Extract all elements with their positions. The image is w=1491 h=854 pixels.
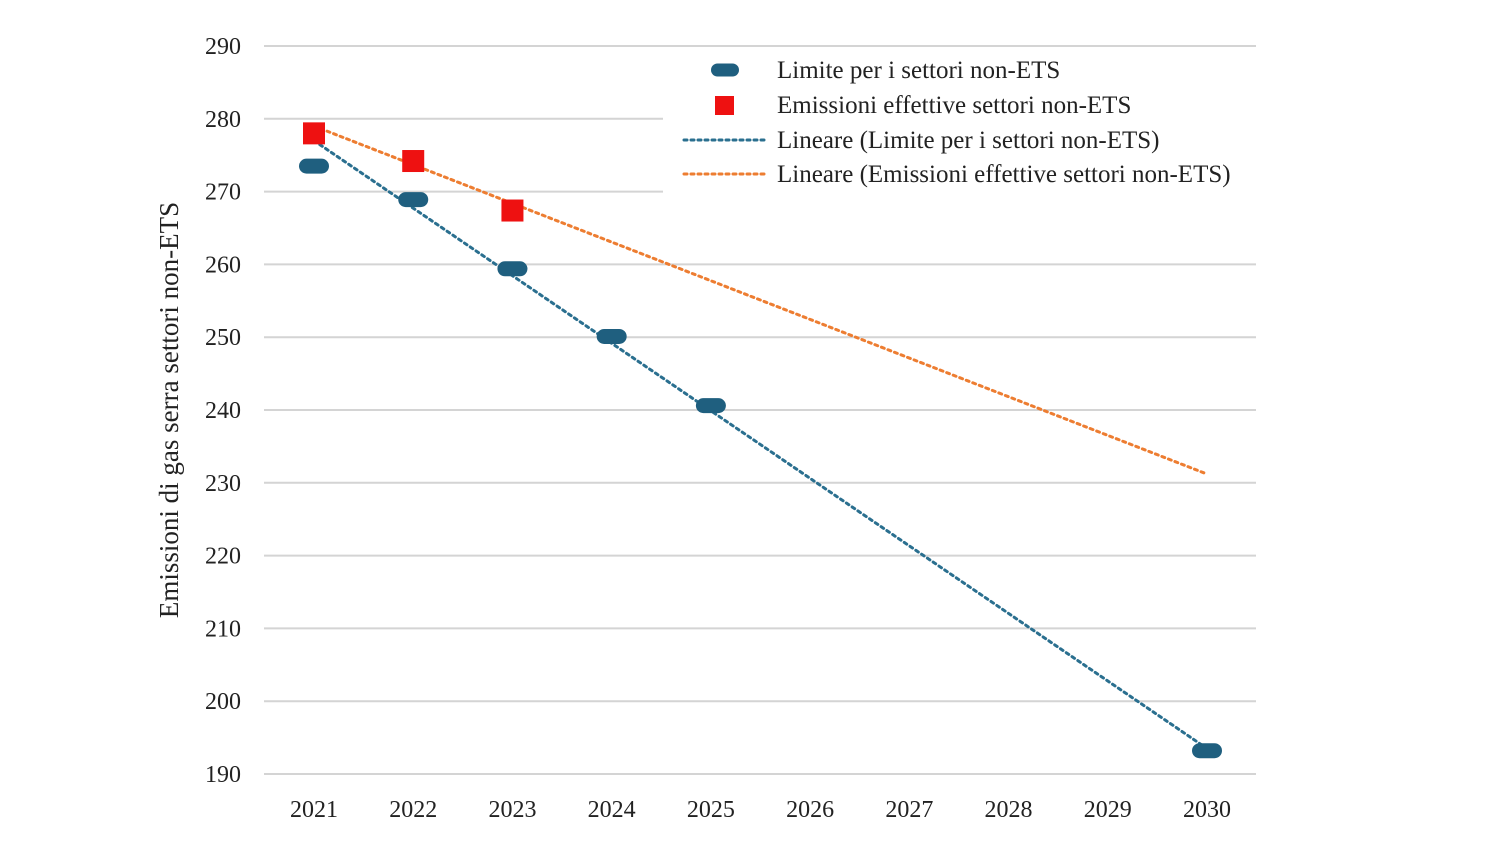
emission-marker: [303, 122, 325, 145]
x-tick-label: 2023: [488, 797, 536, 823]
x-tick-label: 2026: [786, 797, 834, 823]
y-tick-label: 280: [205, 107, 241, 133]
y-axis-title: Emissioni di gas serra settori non-ETS: [154, 202, 184, 618]
y-axis-ticks: 190 200 210 220 230 240 250 260 270 280 290: [205, 34, 241, 788]
legend-background: [663, 52, 1263, 194]
y-tick-label: 250: [205, 325, 241, 351]
legend-label: Lineare (Limite per i settori non-ETS): [777, 127, 1160, 154]
limit-marker: [1192, 743, 1222, 759]
limit-marker: [299, 158, 329, 174]
limit-marker: [497, 261, 528, 277]
limit-marker: [695, 398, 726, 414]
y-tick-label: 270: [205, 180, 241, 206]
x-tick-label: 2027: [885, 797, 933, 823]
y-tick-label: 230: [205, 471, 241, 497]
x-tick-label: 2030: [1183, 797, 1231, 823]
x-tick-label: 2021: [290, 797, 338, 823]
y-tick-label: 190: [205, 762, 241, 788]
trendline: [312, 124, 1209, 476]
x-tick-label: 2022: [389, 797, 437, 823]
limit-marker: [596, 328, 627, 344]
y-tick-label: 200: [205, 689, 241, 715]
legend-limit-swatch: [711, 63, 739, 77]
x-tick-label: 2028: [985, 797, 1033, 823]
y-tick-label: 210: [205, 616, 241, 642]
legend-label: Lineare (Emissioni effettive settori non…: [777, 161, 1231, 188]
x-tick-label: 2024: [588, 797, 636, 823]
x-tick-label: 2029: [1084, 797, 1132, 823]
trendline: [312, 139, 1209, 751]
y-tick-label: 220: [205, 544, 241, 570]
data-markers: [299, 122, 1222, 759]
y-tick-label: 240: [205, 398, 241, 424]
emission-marker: [501, 199, 524, 222]
limit-marker: [398, 192, 429, 208]
x-axis-ticks: 2021 2022 2023 2024 2025 2026 2027 2028 2029 2030: [290, 797, 1231, 823]
legend-emission-swatch: [715, 96, 734, 115]
x-tick-label: 2025: [687, 797, 735, 823]
legend: Limite per i settori non-ETS Emissioni ef…: [663, 52, 1263, 194]
y-tick-label: 290: [205, 34, 241, 60]
y-tick-label: 260: [205, 252, 241, 278]
legend-label: Limite per i settori non-ETS: [777, 57, 1060, 84]
legend-label: Emissioni effettive settori non-ETS: [777, 92, 1131, 119]
trendlines: [312, 124, 1209, 751]
emission-marker: [402, 150, 425, 173]
